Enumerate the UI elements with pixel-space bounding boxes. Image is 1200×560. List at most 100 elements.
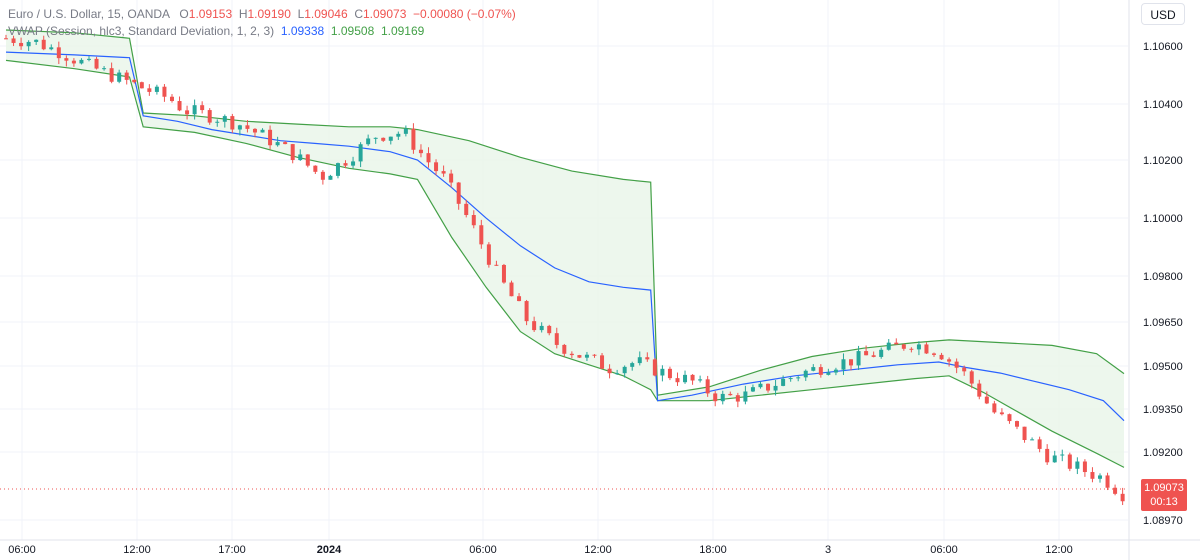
candle-body: [162, 86, 167, 97]
candle-body: [645, 357, 650, 360]
candle-body: [916, 344, 921, 350]
candle-body: [464, 203, 469, 216]
candle-body: [569, 353, 574, 356]
candle-body: [411, 128, 416, 150]
x-tick-label: 06:00: [469, 544, 497, 556]
candle-body: [494, 264, 499, 266]
candle-body: [864, 351, 869, 356]
y-tick-label: 1.09200: [1143, 447, 1183, 459]
candle-body: [803, 370, 808, 378]
y-tick-label: 1.08970: [1143, 515, 1183, 527]
candle-body: [64, 58, 69, 61]
candle-body: [109, 68, 114, 82]
candle-body: [607, 368, 612, 374]
candle-body: [283, 142, 288, 145]
candle-body: [351, 161, 356, 166]
candle-body: [675, 378, 680, 383]
candle-body: [305, 154, 310, 166]
candle-body: [366, 138, 371, 145]
x-tick-label: 06:00: [930, 544, 958, 556]
candle-body: [449, 173, 454, 183]
candle-body: [343, 163, 348, 166]
candle-body: [705, 379, 710, 394]
candle-body: [456, 182, 461, 204]
y-tick-label: 1.09800: [1143, 271, 1183, 283]
candle-body: [615, 373, 620, 375]
vwap-basis-line: [5, 51, 1125, 422]
candle-body: [743, 391, 748, 402]
currency-button[interactable]: USD: [1141, 3, 1185, 25]
candle-body: [185, 110, 190, 115]
candle-body: [434, 162, 439, 172]
candle-body: [328, 175, 333, 180]
x-tick-label: 17:00: [218, 544, 246, 556]
candle-body: [124, 72, 129, 80]
candle-body: [290, 144, 295, 161]
candle-body: [1075, 461, 1080, 469]
candle-body: [562, 344, 567, 354]
candle-body: [909, 348, 914, 350]
candle-body: [1052, 455, 1057, 463]
candle-body: [358, 144, 363, 162]
candle-body: [275, 142, 280, 146]
candle-body: [969, 371, 974, 384]
candle-body: [41, 39, 46, 50]
candle-body: [56, 47, 61, 59]
candle-body: [1105, 475, 1110, 488]
candle-body: [471, 215, 476, 226]
y-tick-label: 1.10400: [1143, 99, 1183, 111]
candle-body: [962, 367, 967, 372]
candle-body: [630, 363, 635, 367]
candle-body: [539, 325, 544, 331]
candle-body: [652, 359, 657, 376]
candle-body: [992, 403, 997, 413]
candle-body: [1082, 461, 1087, 473]
candle-body: [849, 359, 854, 366]
candle-body: [268, 129, 273, 146]
candle-body: [532, 321, 537, 331]
candle-body: [479, 225, 484, 245]
candle-body: [713, 393, 718, 402]
candle-body: [486, 244, 491, 265]
x-tick-label: 12:00: [584, 544, 612, 556]
candle-body: [1015, 421, 1020, 427]
candle-body: [501, 264, 506, 283]
candle-body: [139, 82, 144, 89]
candle-body: [169, 96, 174, 102]
x-tick-label: 12:00: [123, 544, 151, 556]
candle-body: [94, 58, 99, 69]
x-tick-label: 2024: [317, 544, 342, 556]
candle-body: [947, 359, 952, 362]
candle-body: [230, 116, 235, 130]
candle-body: [811, 367, 816, 371]
candle-body: [622, 366, 627, 374]
candle-body: [999, 412, 1004, 415]
candle-body: [818, 367, 823, 375]
candle-body: [879, 349, 884, 357]
candle-body: [373, 137, 378, 139]
candle-body: [524, 301, 529, 322]
candle-body: [667, 368, 672, 379]
candle-body: [788, 378, 793, 380]
candle-body: [554, 333, 559, 345]
last-price-value: 1.09073: [1144, 482, 1184, 494]
candle-body: [728, 393, 733, 396]
candle-body: [683, 374, 688, 383]
candle-body: [1120, 493, 1125, 502]
candle-body: [592, 354, 597, 356]
candle-body: [1022, 426, 1027, 440]
candle-body: [1007, 414, 1012, 422]
candle-body: [517, 296, 522, 302]
y-tick-label: 1.10200: [1143, 155, 1183, 167]
candle-body: [320, 171, 325, 180]
candle-body: [932, 353, 937, 355]
candle-body: [750, 387, 755, 392]
last-price-label: 1.09073 00:13: [1141, 479, 1187, 511]
candle-body: [117, 72, 122, 82]
candle-body: [1067, 454, 1072, 469]
candle-body: [79, 59, 84, 64]
candle-body: [660, 368, 665, 376]
candle-body: [418, 149, 423, 154]
